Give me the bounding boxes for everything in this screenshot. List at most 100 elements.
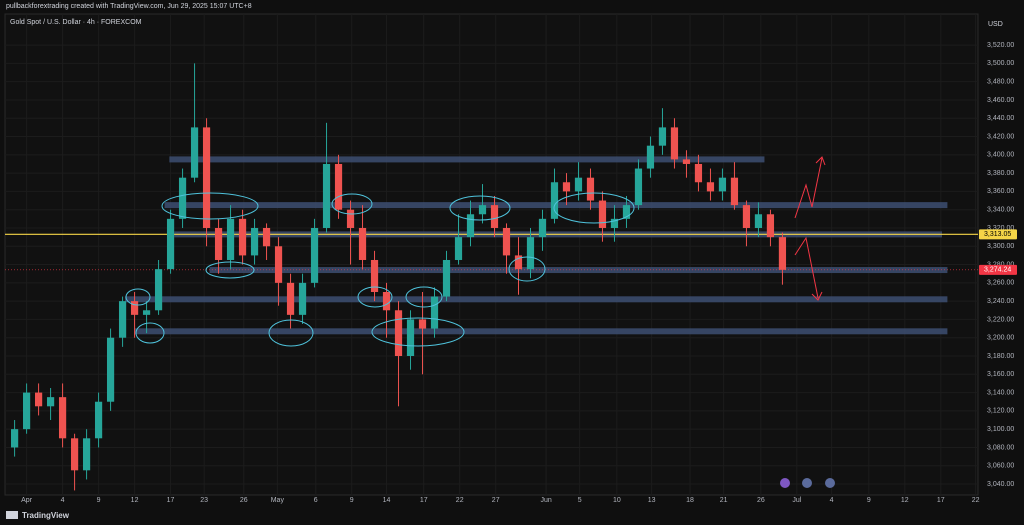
candle-body [178,177,187,219]
candle-body [10,429,19,448]
x-tick-label: 10 [613,497,621,504]
arrow-head [815,156,826,166]
price-tag-label: 3,274.24 [984,267,1011,274]
candle-body [142,310,151,315]
x-tick-label: 9 [97,497,101,504]
candle-body [514,255,523,270]
y-tick-label: 3,440.00 [987,115,1014,122]
candle-body [262,227,271,247]
event-icon [802,478,812,488]
y-tick-label: 3,260.00 [987,280,1014,287]
candle-body [694,163,703,183]
price-tag-label: 3,313.05 [984,231,1011,238]
candle-body [670,127,679,160]
event-icons [780,478,835,488]
ellipse [268,319,314,347]
candle-body [586,177,595,201]
ellipse [371,317,465,347]
y-tick-label: 3,140.00 [987,389,1014,396]
candle-body [754,214,763,228]
candle-body [82,438,91,471]
x-tick-label: 17 [937,497,945,504]
candle-body [334,163,343,210]
candle-body [418,319,427,329]
y-tick-label: 3,500.00 [987,60,1014,67]
y-tick-label: 3,080.00 [987,444,1014,451]
y-tick-label: 3,300.00 [987,243,1014,250]
candle-body [634,168,643,206]
candle-body [526,237,535,270]
candle-body [550,182,559,219]
ellipse [205,261,255,279]
candle-body [766,214,775,238]
logo [6,511,18,519]
candle-body [598,200,607,228]
x-tick-label: 12 [131,497,139,504]
candle-body [322,163,331,228]
candle-body [730,177,739,206]
x-tick-label: 6 [314,497,318,504]
candle-body [430,296,439,329]
ellipse [553,192,635,224]
y-tick-label: 3,040.00 [987,481,1014,488]
candle-body [130,301,139,315]
x-tick-label: 14 [383,497,391,504]
price-tag [979,264,1017,275]
candle-body [298,282,307,315]
candle-body [190,127,199,178]
y-tick-label: 3,180.00 [987,353,1014,360]
y-tick-label: 3,360.00 [987,188,1014,195]
zone [124,296,948,303]
x-tick-label: 5 [578,497,582,504]
y-tick-label: 3,460.00 [987,97,1014,104]
y-tick-label: 3,160.00 [987,371,1014,378]
candle-body [406,319,415,357]
candle-body [538,218,547,238]
price-tag [979,229,1017,240]
y-tick-label: 3,100.00 [987,426,1014,433]
footer-bar [0,505,1024,525]
candle-body [250,227,259,256]
x-tick-label: Jun [540,497,551,504]
ellipse [405,286,443,308]
candle-body [574,177,583,192]
chart-title: Gold Spot / U.S. Dollar · 4h · FOREXCOM [10,19,142,26]
candle-body [562,182,571,192]
x-tick-label: 26 [757,497,765,504]
ellipse [508,256,546,282]
x-tick-label: 21 [720,497,728,504]
candle-body [34,392,43,407]
ellipse [331,193,373,215]
candle-body [394,310,403,357]
event-icon [780,478,790,488]
candle-body [310,227,319,283]
zone [169,156,765,163]
candle-body [778,237,787,270]
candle-body [490,205,499,228]
ellipse [161,192,259,220]
arrow-head [811,291,823,301]
candle-body [610,218,619,228]
candle-body [718,177,727,192]
candle-body [58,397,67,439]
candle-body [706,182,715,192]
candle-body [358,227,367,260]
x-tick-label: 22 [972,497,980,504]
arrow-down [794,236,819,299]
y-tick-label: 3,420.00 [987,133,1014,140]
x-tick-label: 13 [648,497,656,504]
caption: pullbackforextrading created with Tradin… [6,3,252,10]
y-tick-label: 3,200.00 [987,335,1014,342]
ellipse [357,286,393,308]
candle-body [226,218,235,260]
y-tick-label: 3,120.00 [987,408,1014,415]
arrows [794,156,826,301]
x-tick-label: 27 [492,497,500,504]
y-tick-label: 3,240.00 [987,298,1014,305]
candle-body [166,218,175,270]
candle-body [502,227,511,256]
annotations [125,192,635,347]
candle-body [346,209,355,228]
y-tick-label: 3,340.00 [987,207,1014,214]
